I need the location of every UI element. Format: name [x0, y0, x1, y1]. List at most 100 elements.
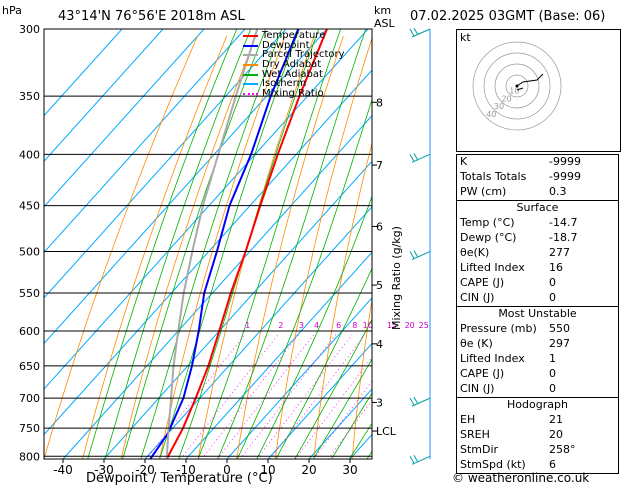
table-row: PW (cm) 0.3	[457, 185, 618, 200]
table-row: StmSpd (kt) 6	[457, 458, 618, 473]
table-key: CIN (J)	[460, 382, 495, 395]
x-axis-title: Dewpoint / Temperature (°C)	[86, 471, 273, 486]
hodograph-panel: 40 30 20 10 kt	[456, 29, 621, 152]
most-unstable-title: Most Unstable	[498, 307, 577, 320]
temp-tick-label: 0	[223, 463, 231, 477]
table-row: CIN (J) 0	[457, 382, 618, 397]
table-row: Dewp (°C) -18.7	[457, 231, 618, 246]
dry-adiabat-line	[44, 36, 198, 459]
isotherm-line	[185, 251, 372, 459]
isotherm-line	[44, 29, 369, 390]
hodograph-table-title: Hodograph	[507, 398, 568, 411]
table-key: θe(K)	[460, 246, 490, 259]
temp-tick-label: 10	[260, 463, 275, 477]
wet-adiabat-line	[217, 29, 367, 459]
table-value: -18.7	[549, 231, 578, 244]
temp-tick-label: -30	[94, 463, 114, 477]
temp-tick-label: -20	[135, 463, 155, 477]
wet-adiabat-line	[159, 29, 300, 459]
table-row: StmDir 258°	[457, 443, 618, 458]
legend-swatch	[243, 54, 258, 57]
hodograph-trace	[516, 73, 544, 87]
pressure-tick-label: 800	[19, 450, 40, 463]
height-unit-km: km	[374, 4, 392, 17]
table-key: Lifted Index	[460, 352, 525, 365]
isotherm-line	[44, 29, 205, 208]
mixing-ratio-line	[201, 334, 299, 459]
wind-barb	[409, 27, 431, 38]
wet-adiabat-line	[87, 29, 238, 459]
pressure-tick-label: 400	[19, 148, 40, 161]
location-title: 43°14'N 76°56'E 2018m ASL	[58, 9, 245, 24]
wet-adiabat-line	[331, 392, 372, 459]
table-row: Temp (°C) -14.7	[457, 216, 618, 231]
pressure-unit-label: hPa	[2, 4, 22, 17]
legend-label: Dewpoint	[262, 39, 310, 51]
legend-swatch	[243, 93, 258, 96]
legend-swatch	[243, 64, 258, 67]
wet-adiabat-line	[236, 98, 372, 459]
legend-label: Isotherm	[262, 78, 307, 90]
pressure-tick-label: 600	[19, 325, 40, 338]
table-value: 6	[549, 458, 556, 471]
height-tick-label: LCL	[376, 425, 397, 438]
wet-adiabat-line	[256, 195, 372, 459]
table-row: K -9999	[457, 155, 618, 170]
hodograph-ring	[505, 74, 529, 98]
table-row: EH 21	[457, 413, 618, 428]
legend-label: Mixing Ratio	[262, 88, 324, 100]
mixing-ratio-line	[256, 334, 353, 459]
mixing-ratio-line	[327, 399, 372, 459]
table-value: 21	[549, 413, 563, 426]
wet-adiabat-line	[104, 29, 252, 459]
pressure-tick-label: 350	[19, 90, 40, 103]
table-value: 20	[549, 428, 563, 441]
hodograph-ring-label: 30	[494, 102, 504, 111]
dry-adiabat-line	[351, 297, 372, 459]
table-row: CAPE (J) 0	[457, 367, 618, 382]
pressure-tick-label: 650	[19, 360, 40, 373]
table-key: Totals Totals	[460, 170, 527, 183]
hodograph-unit: kt	[460, 31, 471, 44]
hodograph-ring-label: 40	[486, 110, 496, 119]
dry-adiabat-line	[120, 36, 257, 459]
isotherm-line	[44, 29, 246, 254]
table-row: Totals Totals -9999	[457, 170, 618, 185]
mixing-ratio-label: 2	[278, 321, 283, 330]
pressure-tick-label: 450	[19, 200, 40, 213]
wet-adiabat-line	[122, 29, 267, 459]
table-key: K	[460, 155, 468, 168]
valid-time: 07.02.2025 03GMT (Base: 06)	[410, 9, 606, 24]
wind-barb	[409, 250, 431, 260]
wet-adiabat-line	[294, 318, 372, 459]
indices-box: K -9999 Totals Totals -9999 PW (cm) 0.3	[456, 154, 619, 201]
table-value: 550	[549, 322, 570, 335]
isotherm-line	[44, 69, 372, 436]
mixing-ratio-label: 8	[352, 321, 357, 330]
height-tick-label: 6	[376, 220, 383, 233]
table-row: Lifted Index 16	[457, 261, 618, 276]
table-key: StmSpd (kt)	[460, 458, 526, 471]
temp-tick-label: 30	[342, 463, 357, 477]
table-row: CAPE (J) 0	[457, 276, 618, 291]
hodograph-table-box: Hodograph EH 21 SREH 20 StmDir 258° StmSpd (kt…	[456, 397, 619, 474]
table-key: PW (cm)	[460, 185, 507, 198]
hodograph-ring	[494, 63, 540, 109]
temp-tick-label: -40	[53, 463, 73, 477]
mixing-ratio-line	[294, 356, 372, 459]
mixing-ratio-label: 15	[387, 321, 397, 330]
table-row: Pressure (mb) 550	[457, 322, 618, 337]
plot-frame	[43, 28, 373, 460]
table-key: Temp (°C)	[460, 216, 515, 229]
mixing-ratio-line	[269, 334, 366, 459]
hodograph-ring	[472, 41, 562, 131]
dry-adiabat-line	[313, 141, 372, 459]
pressure-tick-label: 500	[19, 246, 40, 259]
height-tick-label: 8	[376, 96, 383, 109]
wet-adiabat-line	[197, 29, 342, 459]
table-row: CIN (J) 0	[457, 291, 618, 306]
table-value: 258°	[549, 443, 576, 456]
height-unit-asl: ASL	[374, 17, 395, 30]
table-value: 0	[549, 367, 556, 380]
